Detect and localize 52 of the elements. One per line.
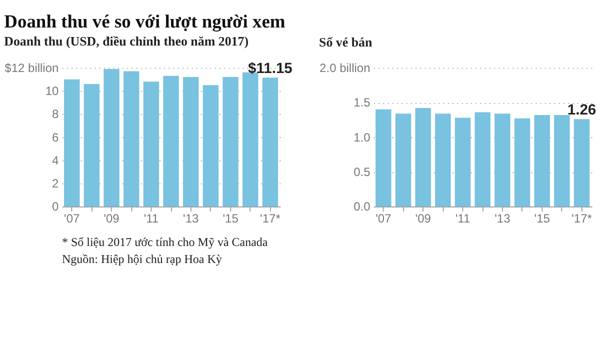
y-tick-label: 0.5 <box>354 164 371 179</box>
chart-subtitle: Doanh thu (USD, điều chỉnh theo năm 2017) <box>4 33 249 48</box>
text: Nguồn: Hiệp hội chủ rạp Hoa Kỳ <box>62 252 222 266</box>
chart-title: Doanh thu vé so với lượt người xem <box>4 12 286 33</box>
bar <box>435 114 451 206</box>
bar <box>574 119 590 206</box>
y-tick-label: 6 <box>52 130 60 144</box>
x-tick-label: '07 <box>376 212 392 226</box>
y-tick-label: 1.0 <box>354 130 371 144</box>
bar <box>454 118 471 206</box>
bar <box>202 85 219 206</box>
bar <box>395 114 412 206</box>
bar <box>554 114 570 206</box>
bar <box>124 71 140 206</box>
x-tick-label: '09 <box>104 212 120 226</box>
text: * Số liệu 2017 ước tính cho Mỹ và Canada <box>62 235 268 250</box>
bar <box>64 79 80 206</box>
y-tick-label: 4 <box>52 153 60 168</box>
bar <box>84 84 100 206</box>
chart-subtitle: Số vé bán <box>319 34 372 50</box>
bar <box>222 77 238 206</box>
y-tick-label: 0 <box>52 200 60 214</box>
x-tick-label: '11 <box>455 212 470 226</box>
bar <box>494 114 510 206</box>
data-label: 1.26 <box>567 102 596 118</box>
y-tick-label: 0.0 <box>354 200 371 214</box>
y-tick-label: 1.5 <box>354 96 371 110</box>
x-tick-label: '13 <box>494 212 511 226</box>
x-tick-label: '17* <box>260 212 281 226</box>
x-tick-label: '15 <box>534 212 550 226</box>
x-tick-label: '09 <box>415 212 432 226</box>
bar <box>415 108 431 206</box>
x-tick-label: '13 <box>183 212 200 226</box>
y-tick-label: $12 billion <box>4 60 59 75</box>
bar <box>474 112 490 206</box>
bar <box>163 76 179 206</box>
x-tick-label: '17* <box>572 212 592 226</box>
bar <box>262 78 278 206</box>
bar <box>183 77 199 206</box>
y-tick-label: 8 <box>52 107 60 122</box>
y-tick-label: 10 <box>45 84 60 98</box>
bar <box>104 68 120 206</box>
x-tick-label: '11 <box>144 212 159 226</box>
data-label: $11.15 <box>248 61 292 78</box>
y-tick-label: 2.0 billion <box>320 60 370 75</box>
x-tick-label: '15 <box>222 212 239 226</box>
bar <box>143 82 160 206</box>
bar <box>514 118 530 206</box>
x-tick-label: '07 <box>64 212 80 226</box>
bar <box>376 109 392 206</box>
bar <box>534 114 550 206</box>
y-tick-label: 2 <box>52 176 60 191</box>
